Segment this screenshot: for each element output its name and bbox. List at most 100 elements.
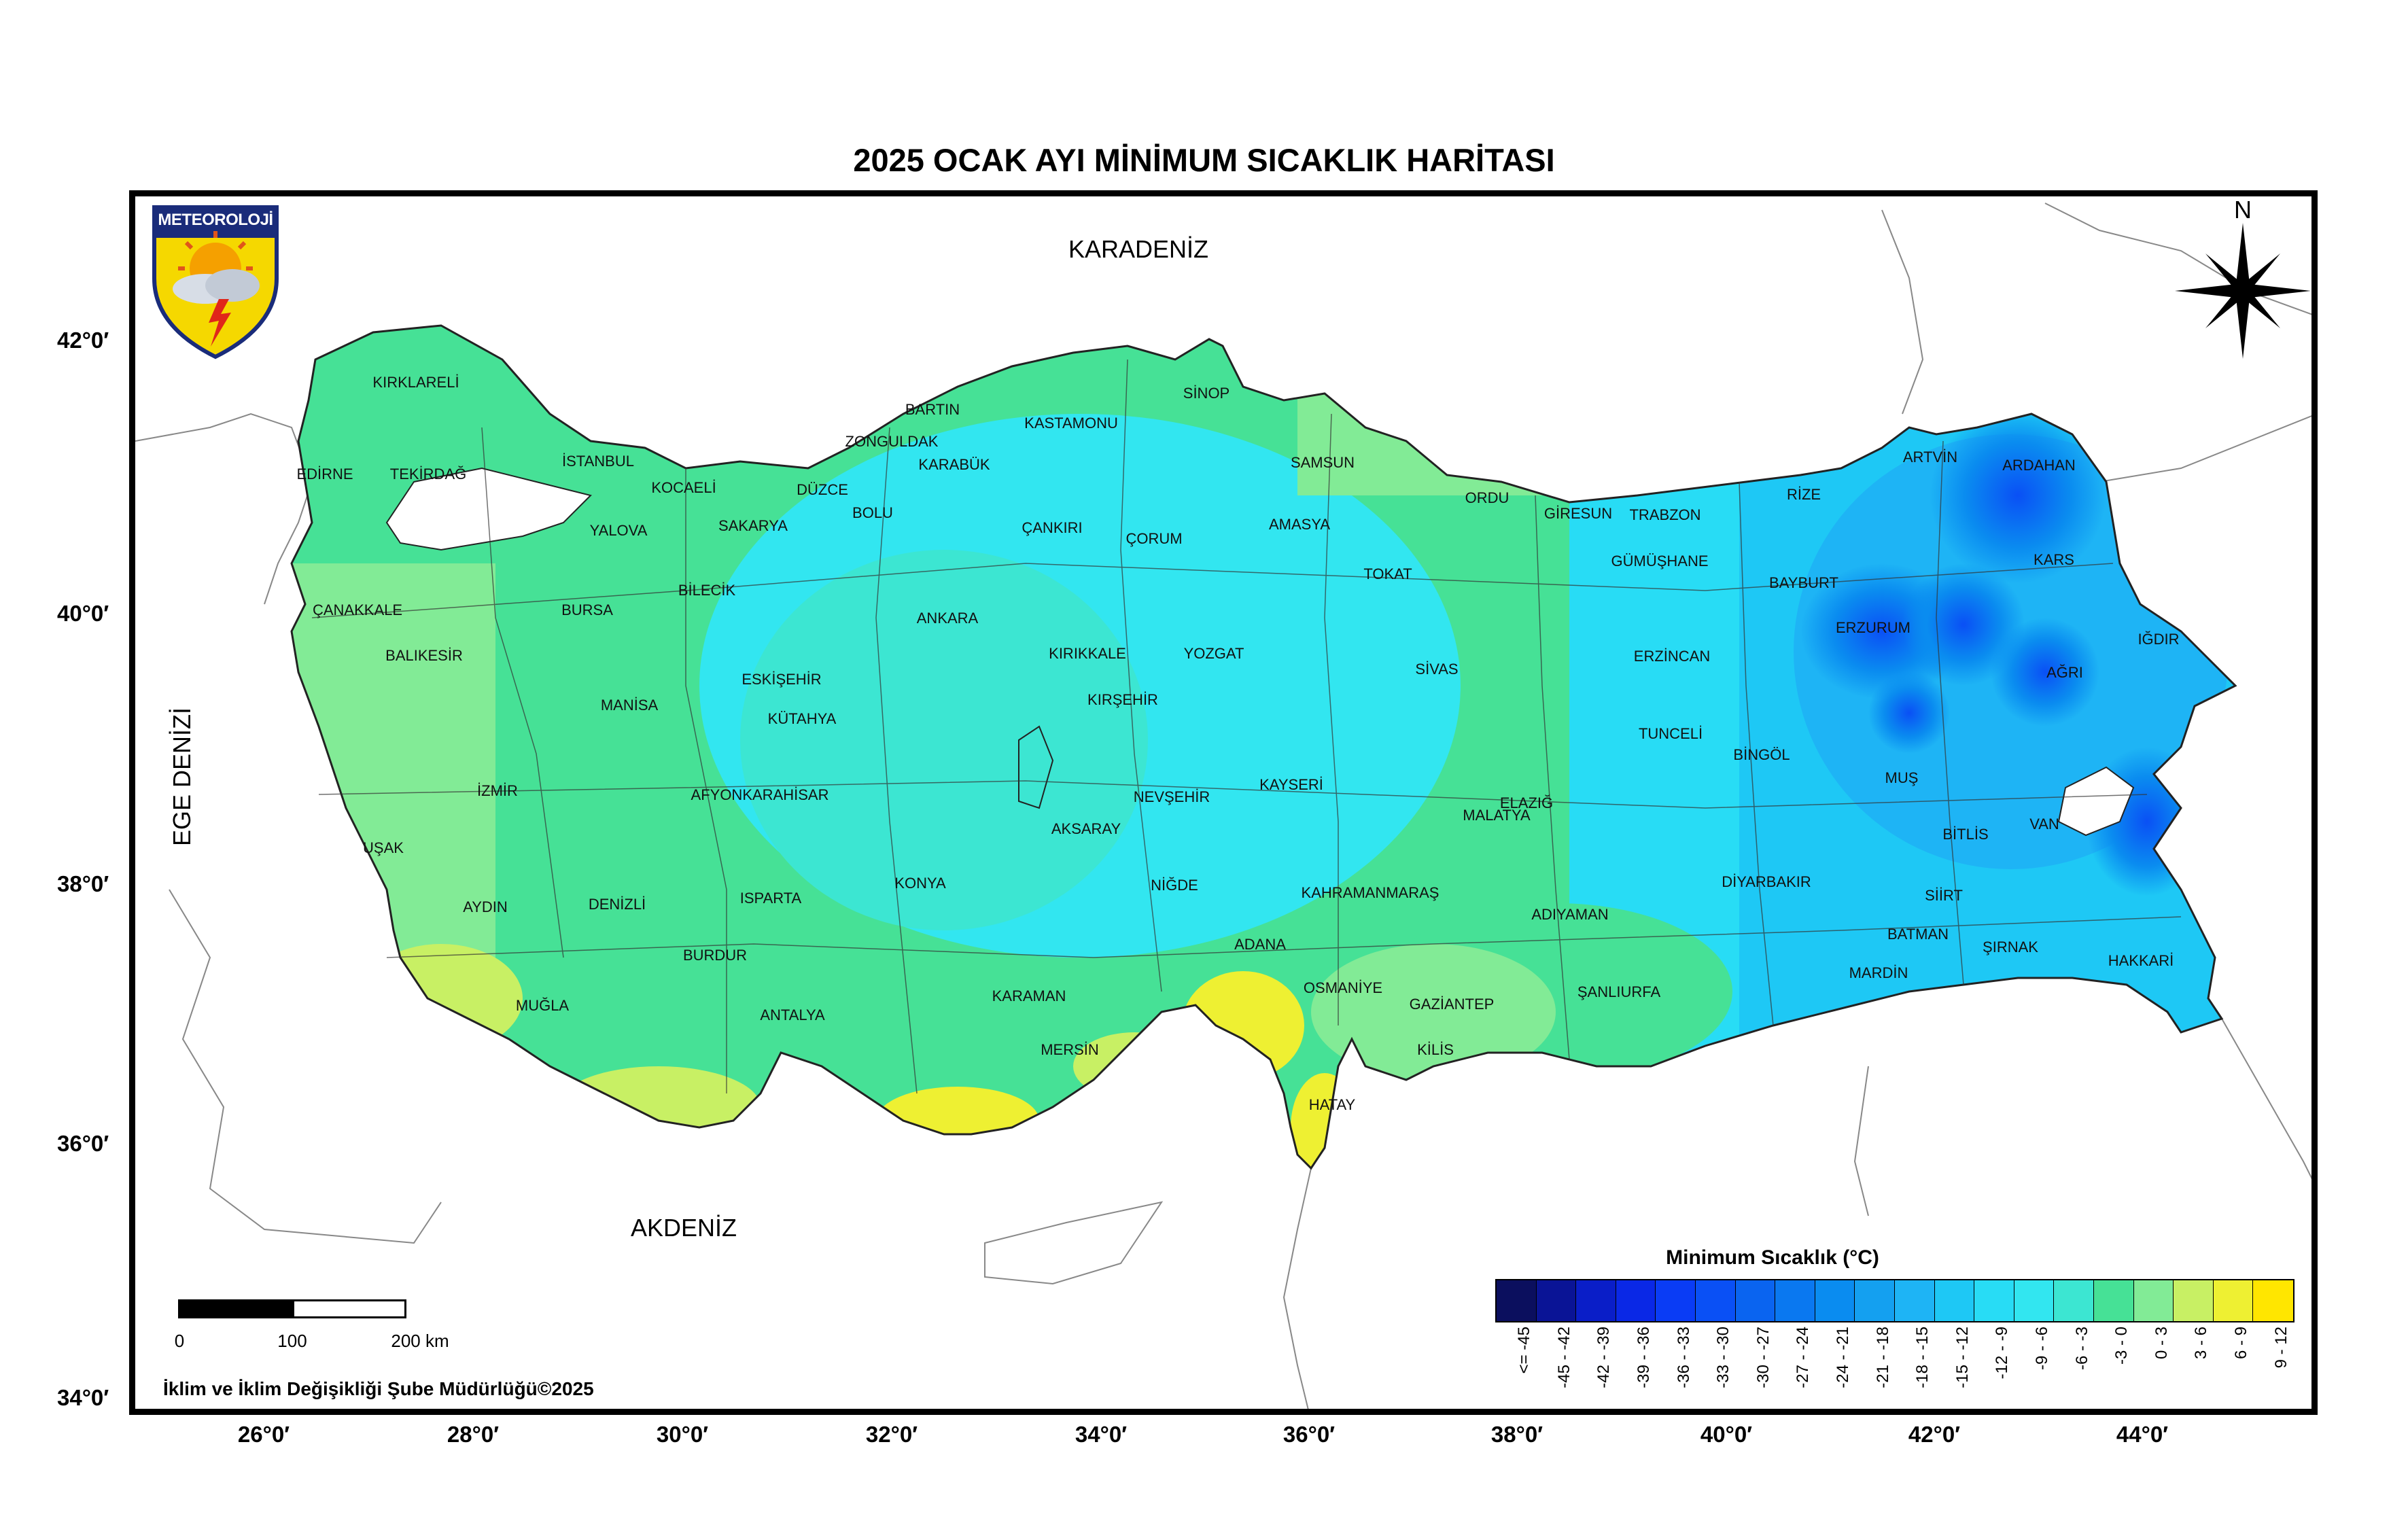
province-label: NİĞDE	[1151, 877, 1198, 894]
ege-denizi-label: EGE DENİZİ	[168, 707, 196, 846]
legend-label-text: -36 - -33	[1674, 1327, 1693, 1388]
legend-swatch	[1934, 1280, 1975, 1321]
legend-label: -21 - -18	[1853, 1327, 1894, 1395]
north-arrow: N	[2175, 196, 2311, 359]
meteoroloji-shield-icon	[152, 205, 279, 360]
province-label: BATMAN	[1887, 926, 1949, 943]
province-label: EDİRNE	[296, 466, 353, 483]
legend-swatch	[1576, 1280, 1616, 1321]
marmara-sea	[385, 467, 592, 551]
province-label: OSMANİYE	[1303, 979, 1383, 996]
legend-label-text: -18 - -15	[1913, 1327, 1932, 1388]
legend-label-text: 0 - 3	[2152, 1327, 2171, 1360]
province-label: MUĞLA	[515, 997, 570, 1014]
province-label: YALOVA	[589, 522, 648, 539]
province-label: AYDIN	[463, 898, 508, 915]
scale-bar-black-segment	[178, 1299, 292, 1318]
province-label: ESKİŞEHİR	[741, 671, 822, 688]
legend-swatch	[2014, 1280, 2055, 1321]
greece-coast-outline	[169, 889, 442, 1244]
province-label: BAYBURT	[1769, 574, 1838, 591]
province-label: NEVŞEHİR	[1133, 788, 1210, 805]
province-label: KASTAMONU	[1024, 415, 1118, 432]
province-label: BALIKESİR	[385, 647, 463, 664]
map-title: 2025 OCAK AYI MİNİMUM SICAKLIK HARİTASI	[853, 142, 1555, 178]
province-label: DÜZCE	[797, 481, 848, 498]
legend-swatch	[1536, 1280, 1577, 1321]
province-label: ARDAHAN	[2002, 457, 2076, 474]
province-label: BOLU	[852, 504, 893, 521]
province-label: ERZURUM	[1836, 619, 1910, 636]
legend-swatch	[1735, 1280, 1776, 1321]
legend-label: -24 - -21	[1814, 1327, 1854, 1395]
legend-label: -3 - 0	[2093, 1327, 2133, 1395]
legend-label: 6 - 9	[2212, 1327, 2252, 1395]
cyprus-outline	[984, 1201, 1164, 1285]
legend-swatch	[2054, 1280, 2094, 1321]
province-label: GÜMÜŞHANE	[1611, 553, 1709, 569]
province-label: MANİSA	[600, 697, 659, 714]
lon-label-42: 42°0′	[1908, 1422, 1961, 1447]
province-label: DENİZLİ	[588, 896, 646, 913]
scale-label-mid: 100	[277, 1331, 307, 1351]
province-label: KIRŞEHİR	[1087, 691, 1158, 708]
lon-label-44: 44°0′	[2116, 1422, 2169, 1447]
lon-label-34: 34°0′	[1075, 1422, 1128, 1447]
legend-label-text: -21 - -18	[1873, 1327, 1892, 1388]
province-label: ŞIRNAK	[1983, 939, 2038, 956]
province-label: BARTIN	[905, 401, 960, 418]
province-label: DİYARBAKIR	[1722, 873, 1811, 890]
legend-label: 9 - 12	[2252, 1327, 2292, 1395]
lat-label-36: 36°0′	[57, 1131, 109, 1156]
province-label: TRABZON	[1629, 506, 1701, 523]
legend-swatch	[2174, 1280, 2214, 1321]
legend-swatch	[1695, 1280, 1736, 1321]
province-label: AFYONKARAHİSAR	[691, 786, 829, 803]
province-label: BİTLİS	[1942, 826, 1989, 843]
neighbor-border-line	[2044, 203, 2311, 315]
legend-swatch	[1775, 1280, 1815, 1321]
lon-label-28: 28°0′	[447, 1422, 500, 1447]
lon-label-38: 38°0′	[1490, 1422, 1543, 1447]
province-label: ÇANKIRI	[1022, 519, 1083, 536]
province-label: TEKİRDAĞ	[389, 466, 467, 483]
legend-swatch	[1815, 1280, 1855, 1321]
legend-label-text: <= -45	[1515, 1327, 1534, 1374]
province-label: ARTVİN	[1902, 449, 1958, 466]
province-label: SİİRT	[1925, 887, 1963, 904]
legend-label: -33 - -30	[1694, 1327, 1734, 1395]
province-label: KONYA	[894, 875, 946, 892]
legend-label: -30 - -27	[1734, 1327, 1775, 1395]
province-label: BİNGÖL	[1733, 746, 1790, 763]
legend-label-text: -6 - -3	[2072, 1327, 2091, 1371]
province-label: HATAY	[1308, 1096, 1356, 1113]
legend-swatch	[2093, 1280, 2134, 1321]
legend-swatch	[1497, 1280, 1537, 1321]
province-label: İZMİR	[477, 782, 518, 799]
province-label: BİLECİK	[678, 582, 736, 599]
province-label: RİZE	[1786, 486, 1821, 503]
legend-label-text: -45 - -42	[1554, 1327, 1573, 1388]
province-boundaries	[311, 359, 2182, 1094]
province-label: KOCAELİ	[651, 479, 716, 496]
lon-label-30: 30°0′	[656, 1422, 709, 1447]
legend-swatch	[1855, 1280, 1895, 1321]
province-label: ANTALYA	[760, 1006, 825, 1023]
province-label: ÇANAKKALE	[312, 601, 403, 618]
legend-color-bar	[1495, 1279, 2294, 1322]
neighbor-border-line	[1853, 1066, 1869, 1216]
scale-label-zero: 0	[174, 1331, 185, 1351]
province-label: ELAZIĞ	[1499, 794, 1554, 811]
legend-swatch	[1894, 1280, 1935, 1321]
legend-swatch	[2213, 1280, 2254, 1321]
legend-label: -45 - -42	[1535, 1327, 1575, 1395]
credit-text: İklim ve İklim Değişikliği Şube Müdürlüğ…	[163, 1378, 594, 1399]
province-label: MUŞ	[1885, 769, 1919, 786]
lat-label-40: 40°0′	[57, 601, 109, 626]
legend-swatch	[2133, 1280, 2174, 1321]
karadeniz-label: KARADENİZ	[1068, 235, 1209, 263]
akdeniz-label: AKDENİZ	[631, 1214, 737, 1242]
province-label: ÇORUM	[1126, 530, 1183, 547]
province-label: MERSİN	[1041, 1041, 1099, 1058]
meteoroloji-logo: METEOROLOJİ	[151, 204, 280, 360]
